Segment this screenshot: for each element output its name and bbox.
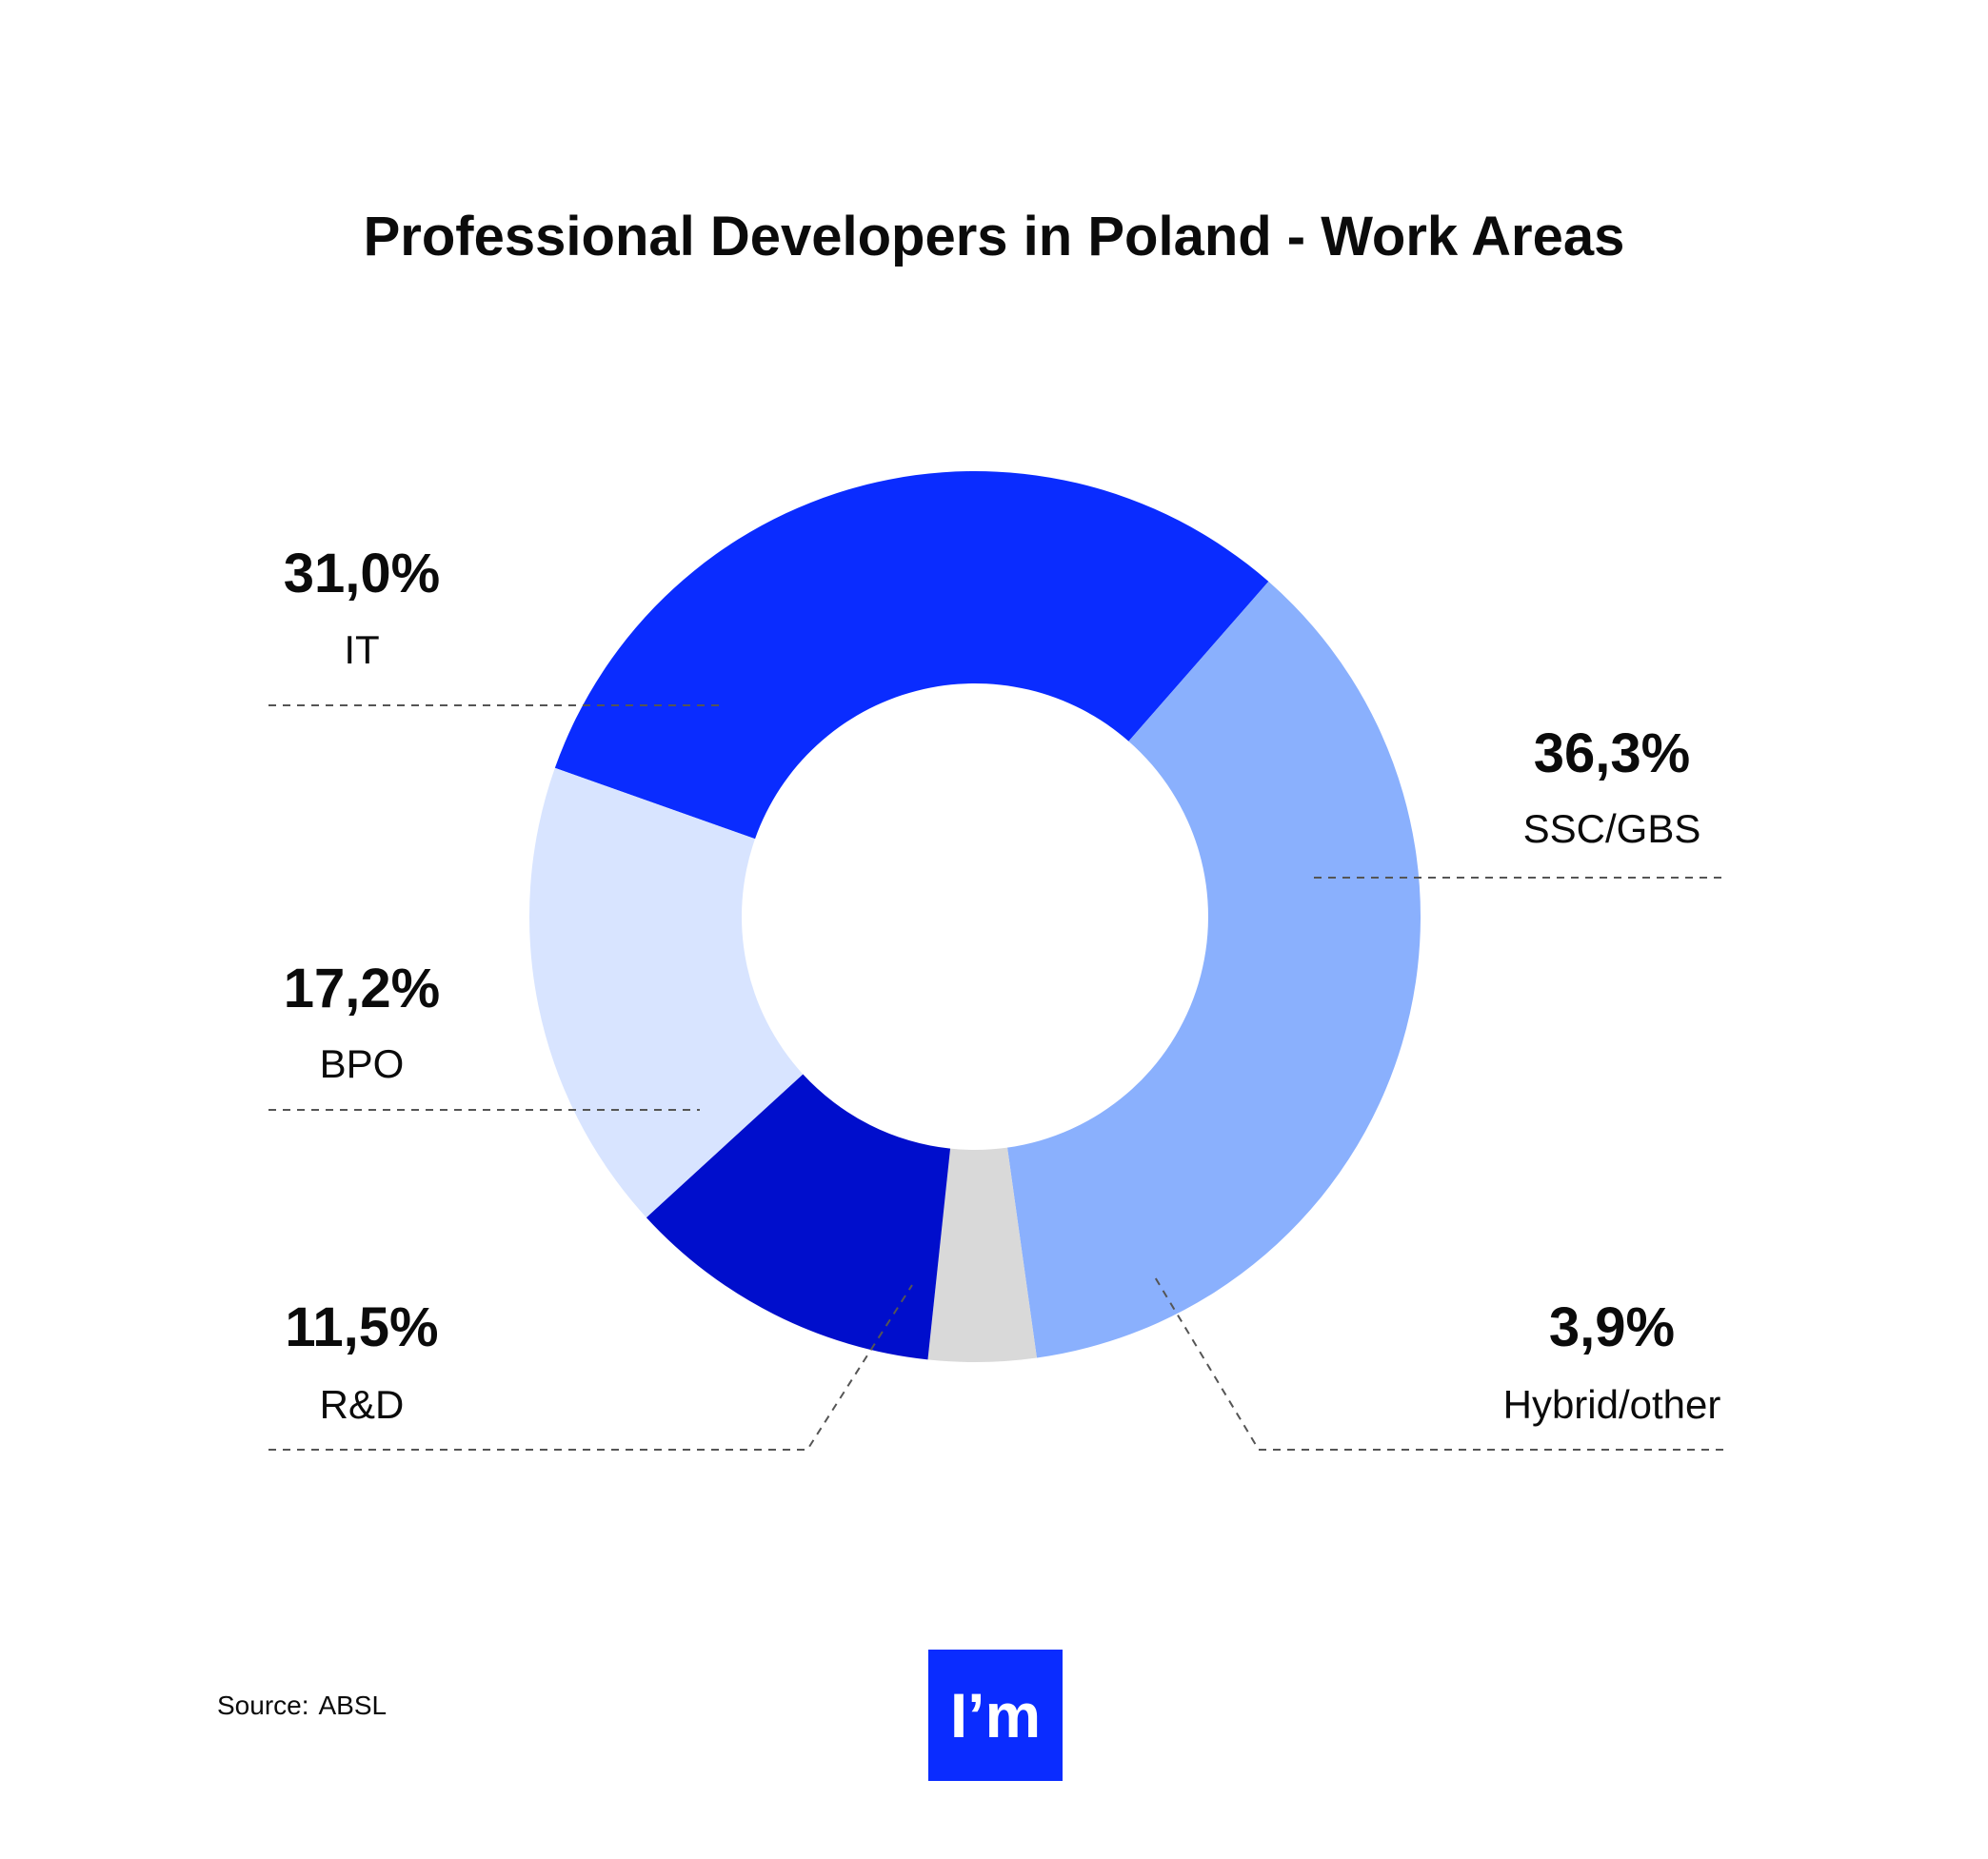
source-value: ABSL [318,1691,388,1720]
value-label-ssc-gbs: 36,3% [1534,722,1690,784]
slice-ssc-gbs [1007,581,1421,1358]
category-label-it: IT [344,627,379,672]
brand-logo: I’m [928,1650,1063,1781]
chart-title: Professional Developers in Poland - Work… [363,206,1625,267]
slice-hybrid-other [927,1147,1037,1362]
category-label-hybrid: Hybrid/other [1503,1382,1721,1427]
source-label: Source: [217,1691,309,1720]
donut-slices [528,470,1421,1362]
category-label-ssc-gbs: SSC/GBS [1523,806,1701,851]
slice-r-d [646,1074,951,1360]
slice-bpo [528,767,804,1218]
category-label-bpo: BPO [320,1041,405,1086]
category-label-rd: R&D [320,1382,405,1427]
value-label-hybrid: 3,9% [1549,1296,1675,1358]
slice-it [554,470,1269,840]
value-label-it: 31,0% [284,543,440,604]
value-label-bpo: 17,2% [284,958,440,1019]
value-label-rd: 11,5% [285,1296,438,1358]
source-note: Source: ABSL [217,1691,396,1721]
leader-line-hybrid [1153,1275,1723,1451]
